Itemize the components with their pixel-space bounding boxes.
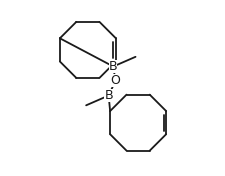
Text: B: B [104,89,112,102]
Text: B: B [108,60,117,73]
Text: O: O [110,74,120,87]
